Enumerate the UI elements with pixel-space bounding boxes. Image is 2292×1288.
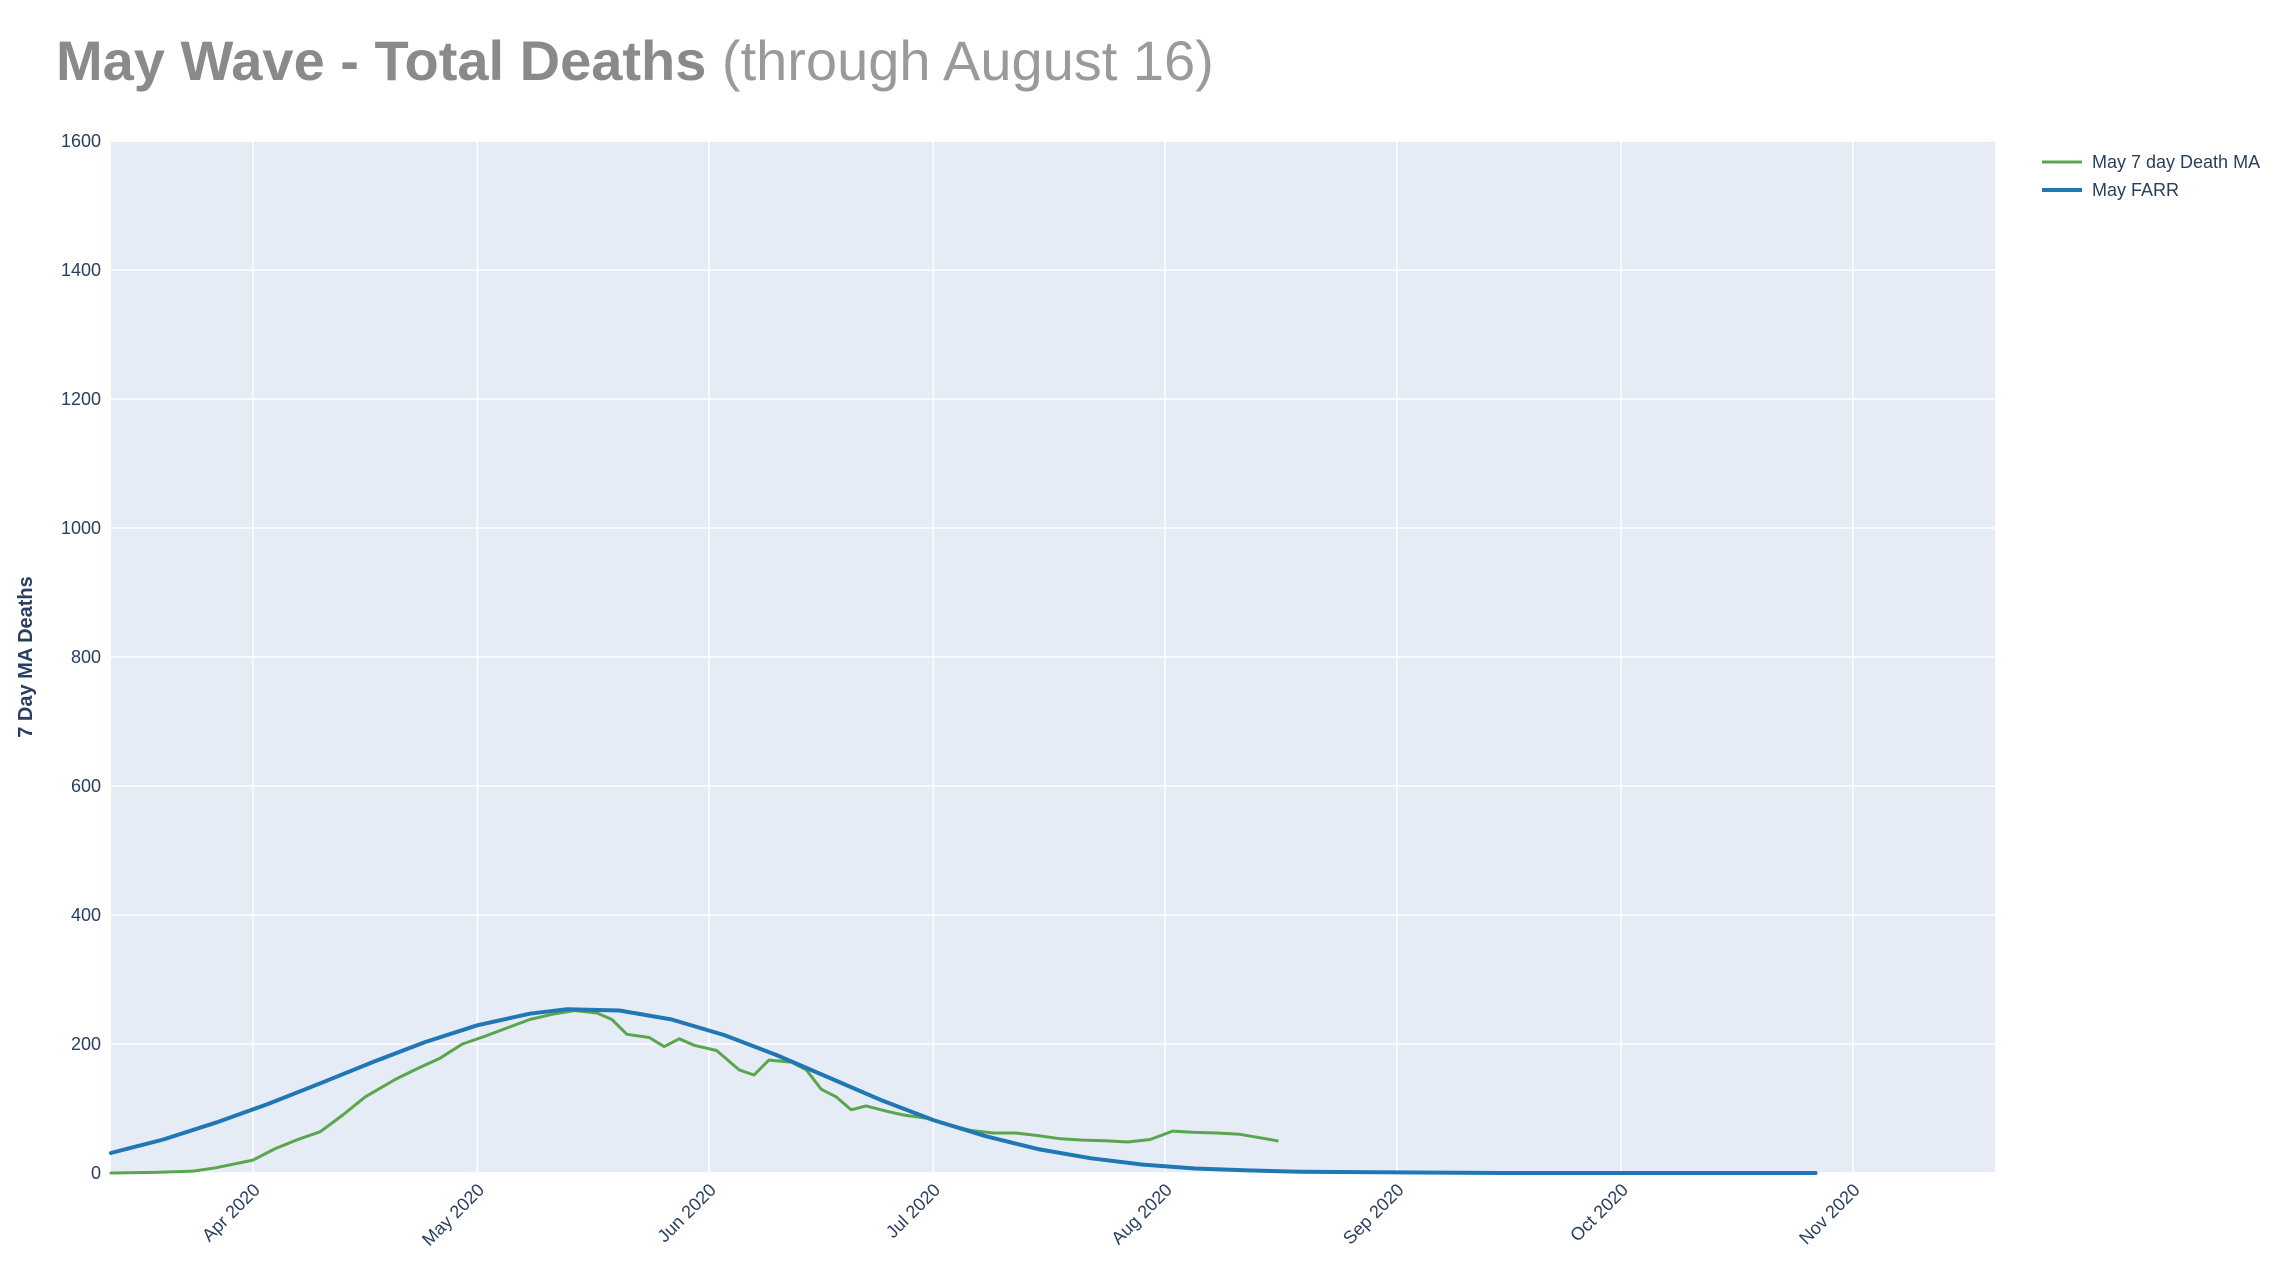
x-tick-label: Jun 2020 — [653, 1180, 720, 1247]
y-tick-label: 400 — [71, 905, 101, 925]
y-tick-label: 600 — [71, 776, 101, 796]
chart-title-main: May Wave - Total Deaths — [56, 29, 707, 92]
x-tick-label: Nov 2020 — [1795, 1180, 1864, 1249]
y-tick-label: 1000 — [61, 518, 101, 538]
chart-title: May Wave - Total Deaths (through August … — [56, 28, 1214, 93]
x-tick-label: Jul 2020 — [882, 1180, 944, 1242]
chart-title-sub: (through August 16) — [706, 29, 1214, 92]
y-tick-label: 1200 — [61, 389, 101, 409]
y-tick-label: 1400 — [61, 260, 101, 280]
y-tick-label: 200 — [71, 1034, 101, 1054]
x-tick-label: Oct 2020 — [1566, 1180, 1632, 1246]
y-tick-label: 800 — [71, 647, 101, 667]
x-tick-label: Apr 2020 — [198, 1180, 264, 1246]
y-axis-title: 7 Day MA Deaths — [15, 576, 37, 738]
legend-label[interactable]: May 7 day Death MA — [2092, 152, 2260, 172]
x-tick-label: May 2020 — [418, 1180, 488, 1250]
y-tick-label: 0 — [91, 1163, 101, 1183]
series-line-ma — [109, 1009, 1279, 1175]
y-tick-label: 1600 — [61, 131, 101, 151]
series-line-farr — [109, 1007, 1818, 1175]
x-tick-label: Sep 2020 — [1339, 1180, 1408, 1249]
legend-label[interactable]: May FARR — [2092, 180, 2179, 200]
x-tick-label: Aug 2020 — [1107, 1180, 1176, 1249]
